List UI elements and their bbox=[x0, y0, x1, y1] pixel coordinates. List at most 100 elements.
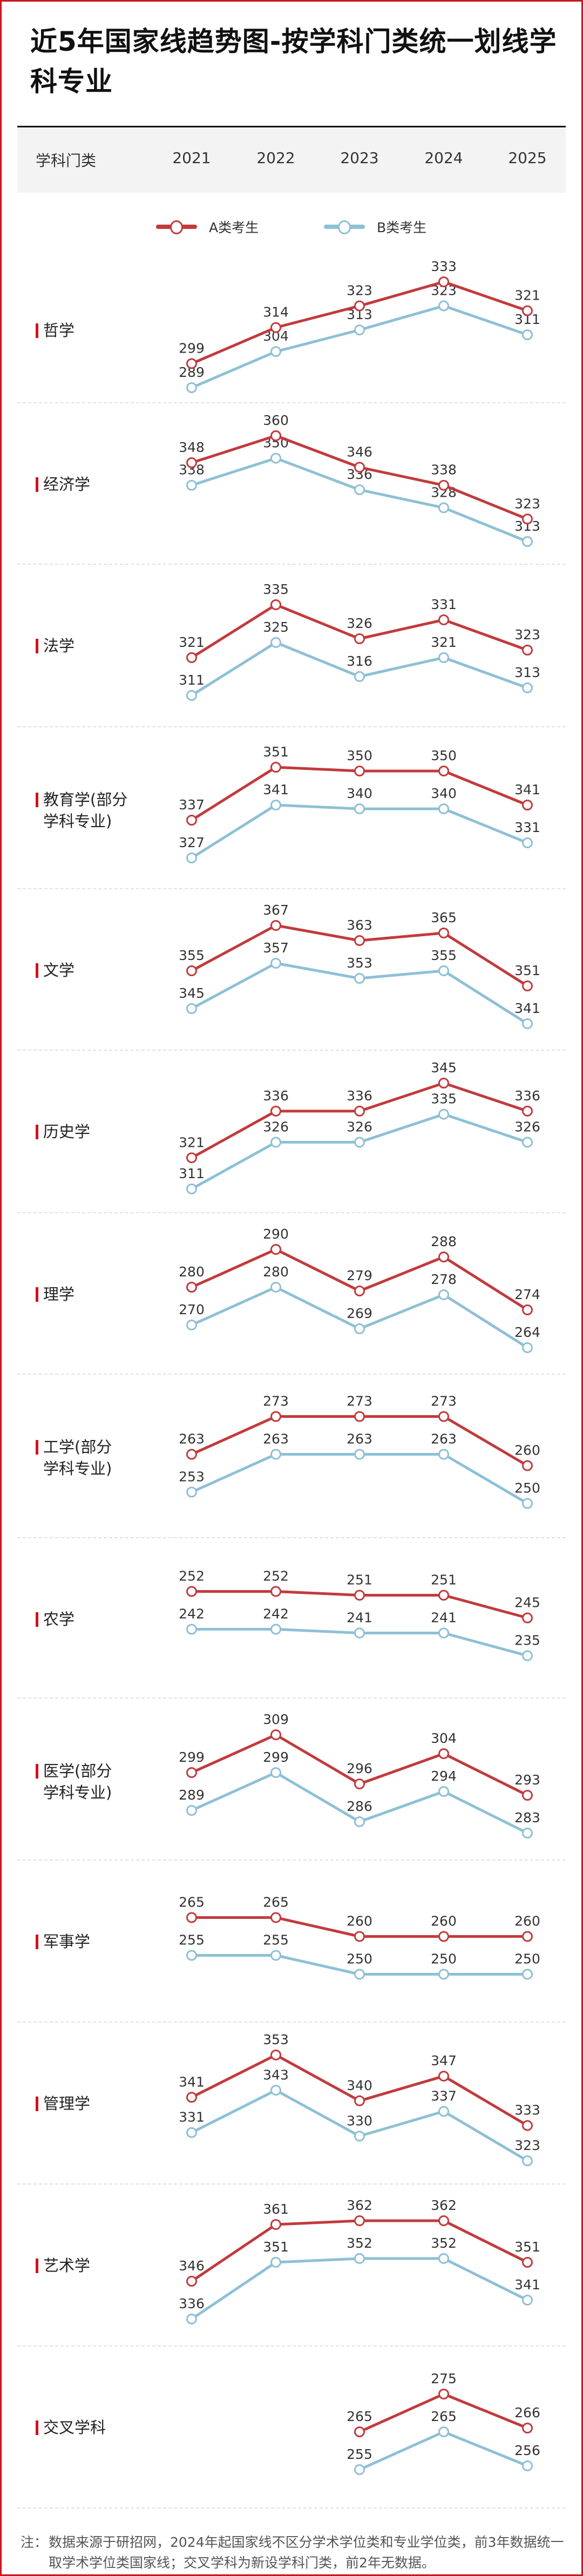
data-label-a: 296 bbox=[347, 1761, 372, 1776]
data-point-a bbox=[270, 599, 281, 610]
data-label-a: 260 bbox=[431, 1914, 457, 1929]
data-label-a: 333 bbox=[514, 2102, 540, 2118]
category-label: 教育学(部分 学科专业) bbox=[36, 789, 127, 832]
category-label: 艺术学 bbox=[36, 2255, 90, 2276]
data-point-a bbox=[186, 652, 197, 663]
row-separator bbox=[17, 2507, 566, 2509]
data-point-b bbox=[186, 1184, 197, 1194]
data-label-a: 351 bbox=[263, 744, 289, 760]
data-label-b: 235 bbox=[514, 1633, 540, 1648]
data-label-a: 361 bbox=[263, 2201, 289, 2217]
data-point-a bbox=[186, 358, 197, 369]
data-label-b: 323 bbox=[514, 2138, 540, 2153]
data-point-b bbox=[270, 452, 281, 464]
legend-label-b: B类考生 bbox=[377, 220, 427, 235]
row-separator bbox=[17, 726, 566, 727]
data-label-b: 345 bbox=[179, 985, 205, 1001]
data-label-b: 353 bbox=[347, 955, 372, 971]
data-label-b: 278 bbox=[431, 1272, 457, 1287]
category-label: 法学 bbox=[36, 635, 74, 657]
data-label-a: 299 bbox=[179, 340, 205, 356]
data-label-b: 269 bbox=[347, 1306, 372, 1321]
data-point-a bbox=[522, 1460, 533, 1471]
data-label-b: 270 bbox=[179, 1302, 205, 1317]
data-label-a: 341 bbox=[179, 2074, 205, 2090]
data-point-b bbox=[186, 1624, 197, 1635]
data-point-b bbox=[270, 800, 281, 810]
data-point-a bbox=[186, 2276, 197, 2287]
data-label-a: 326 bbox=[347, 616, 372, 631]
category-label: 交叉学科 bbox=[36, 2417, 106, 2438]
data-point-b bbox=[354, 1627, 365, 1639]
data-point-a bbox=[522, 800, 533, 810]
row-separator bbox=[17, 1212, 566, 1213]
data-point-a bbox=[438, 2071, 449, 2082]
data-label-b: 255 bbox=[263, 1932, 289, 1948]
header-category: 学科门类 bbox=[36, 152, 97, 170]
category-label: 管理学 bbox=[36, 2093, 90, 2114]
data-point-b bbox=[354, 1137, 365, 1148]
data-point-a bbox=[438, 928, 449, 938]
data-label-a: 288 bbox=[431, 1234, 457, 1249]
data-point-a bbox=[354, 1779, 365, 1789]
data-label-a: 279 bbox=[347, 1268, 372, 1283]
data-label-a: 273 bbox=[263, 1394, 289, 1409]
category-label-line: 工学(部分 bbox=[43, 1438, 112, 1456]
data-label-a: 321 bbox=[514, 287, 540, 303]
category-label: 农学 bbox=[36, 1608, 74, 1630]
data-label-a: 348 bbox=[179, 440, 205, 455]
data-label-a: 335 bbox=[263, 582, 289, 597]
data-point-a bbox=[354, 1286, 365, 1296]
legend-marker-a bbox=[156, 216, 197, 238]
data-label-a: 251 bbox=[431, 1572, 457, 1588]
data-point-b bbox=[522, 2155, 533, 2166]
category-label: 理学 bbox=[36, 1283, 74, 1305]
data-label-a: 336 bbox=[514, 1088, 540, 1104]
data-point-b bbox=[186, 690, 197, 701]
data-point-b bbox=[438, 1449, 449, 1460]
data-point-a bbox=[270, 1729, 281, 1740]
data-label-b: 321 bbox=[431, 634, 457, 650]
data-label-a: 321 bbox=[179, 634, 205, 650]
data-label-b: 283 bbox=[514, 1810, 540, 1825]
data-point-b bbox=[270, 2085, 281, 2096]
data-label-b: 351 bbox=[263, 2239, 289, 2255]
data-label-a: 345 bbox=[431, 1060, 457, 1076]
data-point-a bbox=[270, 920, 281, 931]
data-label-a: 293 bbox=[514, 1772, 540, 1788]
data-label-b: 330 bbox=[347, 2113, 372, 2128]
data-label-b: 256 bbox=[514, 2443, 540, 2458]
data-label-b: 313 bbox=[514, 665, 540, 680]
footnote-label: 注： bbox=[21, 2534, 48, 2550]
data-point-b bbox=[438, 652, 449, 663]
data-label-b: 325 bbox=[263, 619, 289, 635]
data-point-b bbox=[270, 346, 281, 357]
data-point-b bbox=[354, 1449, 365, 1460]
category-label-line: 学科专业) bbox=[43, 1783, 112, 1802]
data-point-b bbox=[186, 1320, 197, 1330]
data-label-b: 340 bbox=[431, 786, 457, 801]
header-year: 2022 bbox=[256, 149, 295, 167]
data-label-a: 314 bbox=[263, 305, 289, 320]
data-point-a bbox=[522, 1105, 533, 1117]
data-label-b: 299 bbox=[263, 1749, 289, 1765]
data-point-a bbox=[522, 2423, 533, 2433]
data-label-b: 263 bbox=[347, 1431, 372, 1447]
data-point-a bbox=[522, 645, 533, 655]
data-label-b: 250 bbox=[514, 1951, 540, 1967]
category-label-line: 法学 bbox=[43, 637, 75, 655]
data-label-b: 355 bbox=[431, 948, 457, 963]
category-label-line: 交叉学科 bbox=[43, 2418, 106, 2437]
data-point-b bbox=[522, 1650, 533, 1661]
data-label-a: 336 bbox=[347, 1088, 372, 1104]
data-point-a bbox=[522, 513, 533, 525]
data-label-b: 263 bbox=[431, 1431, 457, 1447]
data-point-a bbox=[354, 1931, 365, 1942]
data-label-a: 365 bbox=[431, 910, 457, 925]
row-separator bbox=[17, 1698, 566, 1699]
data-point-a bbox=[270, 1411, 281, 1422]
data-point-a bbox=[186, 2092, 197, 2103]
